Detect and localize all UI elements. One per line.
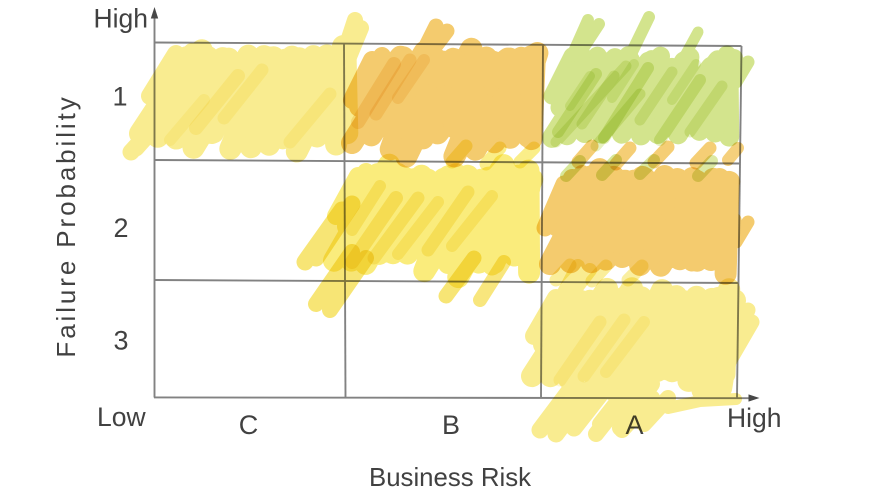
- svg-text:Failure Probability: Failure Probability: [51, 94, 81, 357]
- svg-text:C: C: [239, 410, 259, 440]
- svg-text:B: B: [442, 410, 460, 440]
- svg-text:Business Risk: Business Risk: [369, 464, 531, 492]
- svg-text:High: High: [727, 403, 782, 433]
- svg-text:Low: Low: [97, 402, 146, 432]
- svg-text:3: 3: [113, 326, 128, 356]
- svg-text:2: 2: [113, 213, 128, 243]
- svg-text:High: High: [94, 4, 149, 34]
- svg-text:1: 1: [112, 82, 127, 112]
